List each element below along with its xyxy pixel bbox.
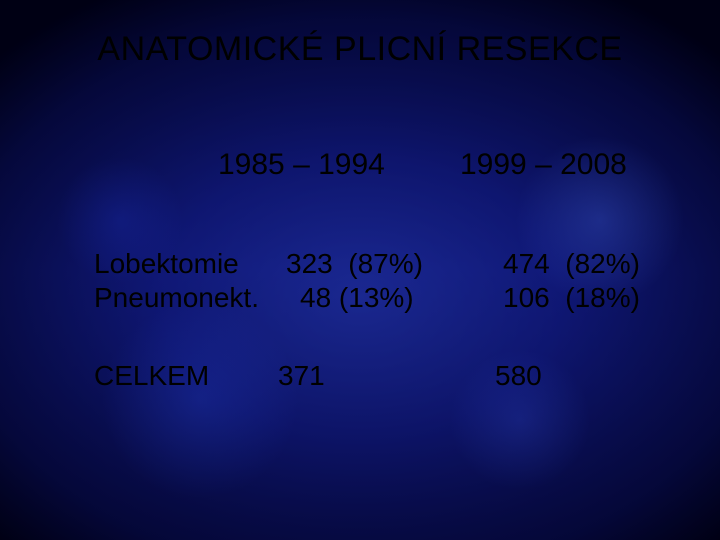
column-header-period1: 1985 – 1994 bbox=[218, 148, 385, 182]
row-label-lobektomie: Lobektomie bbox=[94, 248, 239, 280]
row-label-celkem: CELKEM bbox=[94, 360, 209, 392]
cell-celkem-period1: 371 bbox=[278, 360, 325, 392]
cell-celkem-period2: 580 bbox=[495, 360, 542, 392]
cell-pneumonekt-period2: 106 (18%) bbox=[503, 282, 640, 314]
cell-pneumonekt-period1: 48 (13%) bbox=[300, 282, 414, 314]
slide-title: ANATOMICKÉ PLICNÍ RESEKCE bbox=[0, 30, 720, 69]
slide: ANATOMICKÉ PLICNÍ RESEKCE 1985 – 1994 19… bbox=[0, 0, 720, 540]
cell-lobektomie-period2: 474 (82%) bbox=[503, 248, 640, 280]
row-label-pneumonekt: Pneumonekt. bbox=[94, 282, 259, 314]
cell-lobektomie-period1: 323 (87%) bbox=[286, 248, 423, 280]
column-header-period2: 1999 – 2008 bbox=[460, 148, 627, 182]
